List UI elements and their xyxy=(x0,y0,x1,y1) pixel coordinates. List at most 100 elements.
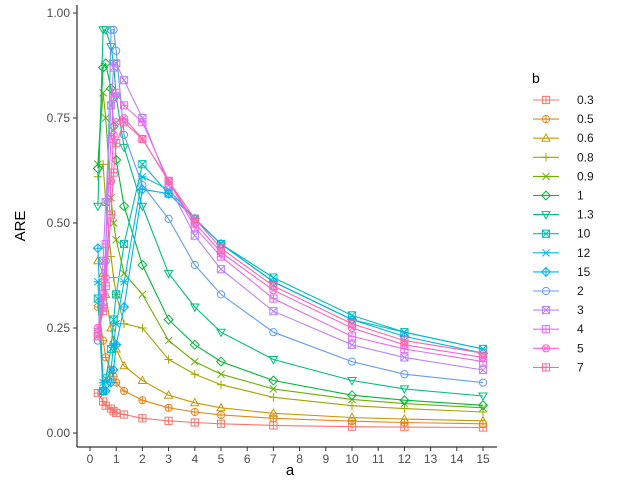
data-point-marker xyxy=(102,282,110,290)
legend-label: 5 xyxy=(577,341,584,355)
data-point-marker xyxy=(190,370,199,379)
data-point-marker xyxy=(102,240,110,248)
data-point xyxy=(109,219,118,227)
legend-key-marker xyxy=(541,229,551,238)
series-12 xyxy=(93,172,488,387)
data-point xyxy=(100,385,111,397)
data-point xyxy=(99,307,108,316)
data-point-marker xyxy=(478,378,488,387)
data-point xyxy=(118,201,130,212)
data-point xyxy=(163,389,174,399)
data-point xyxy=(216,419,226,428)
data-point-marker xyxy=(93,294,102,303)
data-point xyxy=(100,58,111,69)
data-point xyxy=(106,210,116,219)
data-point xyxy=(138,160,147,169)
data-point-marker xyxy=(216,380,226,389)
x-tick-label: 8 xyxy=(296,452,303,466)
data-point xyxy=(269,281,278,291)
data-point-marker xyxy=(399,413,410,423)
x-tick-label: 10 xyxy=(345,452,359,466)
data-point-marker xyxy=(269,307,278,316)
data-point-marker xyxy=(479,358,487,366)
data-point-marker xyxy=(190,231,199,240)
data-point xyxy=(268,375,279,386)
data-point xyxy=(164,355,173,364)
data-point xyxy=(112,139,121,148)
data-point-marker xyxy=(191,418,199,427)
data-point-marker xyxy=(112,235,121,244)
data-point xyxy=(347,412,357,421)
data-point-marker xyxy=(189,303,200,313)
data-point xyxy=(101,114,110,122)
data-point xyxy=(190,214,199,223)
data-point-marker xyxy=(106,101,116,110)
data-point xyxy=(98,160,108,169)
data-point-marker xyxy=(190,260,199,270)
data-point xyxy=(138,414,147,423)
data-point-marker xyxy=(109,63,118,72)
x-tick-label: 14 xyxy=(450,452,464,466)
data-point-marker xyxy=(109,130,118,139)
data-point-marker xyxy=(105,377,117,388)
data-point-marker xyxy=(478,392,488,402)
data-point-marker xyxy=(347,401,357,410)
data-point xyxy=(400,399,409,408)
data-point-marker xyxy=(348,332,356,340)
data-point xyxy=(216,328,226,338)
data-point-marker xyxy=(111,339,122,350)
legend-item: 4 xyxy=(533,322,584,336)
data-point-marker xyxy=(400,353,409,362)
data-point-marker xyxy=(268,356,279,365)
data-point xyxy=(112,290,121,299)
data-point-marker xyxy=(118,301,130,313)
data-point xyxy=(189,303,200,313)
data-point xyxy=(112,319,121,328)
series-0.8 xyxy=(93,160,488,417)
legend-label: 0.5 xyxy=(577,112,594,126)
data-point-marker xyxy=(269,307,278,316)
data-point xyxy=(108,364,119,376)
data-point xyxy=(399,413,410,423)
data-point-marker xyxy=(190,231,199,240)
data-point-marker xyxy=(109,169,118,177)
data-point-marker xyxy=(163,314,174,325)
data-point-marker xyxy=(165,417,173,425)
data-point xyxy=(93,202,103,212)
data-point xyxy=(112,408,121,417)
legend-item: 12 xyxy=(533,246,591,260)
data-point-marker xyxy=(216,402,226,412)
x-tick-label: 6 xyxy=(244,452,251,466)
series-line xyxy=(97,62,484,371)
data-point-marker xyxy=(479,366,487,374)
data-point xyxy=(400,404,409,413)
data-point xyxy=(112,235,121,244)
series-15 xyxy=(92,184,489,397)
data-point-marker xyxy=(93,277,103,286)
legend-label: 0.3 xyxy=(577,93,594,107)
data-point-marker xyxy=(99,397,107,406)
data-point xyxy=(119,319,129,328)
series-line xyxy=(97,61,484,406)
data-point xyxy=(99,397,108,406)
series-10 xyxy=(93,160,488,396)
data-point xyxy=(137,259,148,271)
legend-label: 1 xyxy=(577,189,584,203)
series-line xyxy=(97,163,484,392)
x-tick-label: 3 xyxy=(165,452,172,466)
data-point-marker xyxy=(400,337,408,345)
data-point-marker xyxy=(106,176,116,186)
legend-label: 3 xyxy=(577,303,584,317)
series-line xyxy=(97,91,484,363)
data-point xyxy=(190,418,199,427)
data-point xyxy=(478,378,488,387)
data-point xyxy=(216,410,226,420)
data-point xyxy=(109,168,118,177)
legend-item: 0.9 xyxy=(533,169,594,183)
data-point-marker xyxy=(165,404,173,412)
data-point-marker xyxy=(120,76,129,85)
data-point xyxy=(269,307,278,316)
data-point-marker xyxy=(138,396,146,404)
data-point xyxy=(478,365,488,375)
legend-key-marker xyxy=(543,345,549,352)
